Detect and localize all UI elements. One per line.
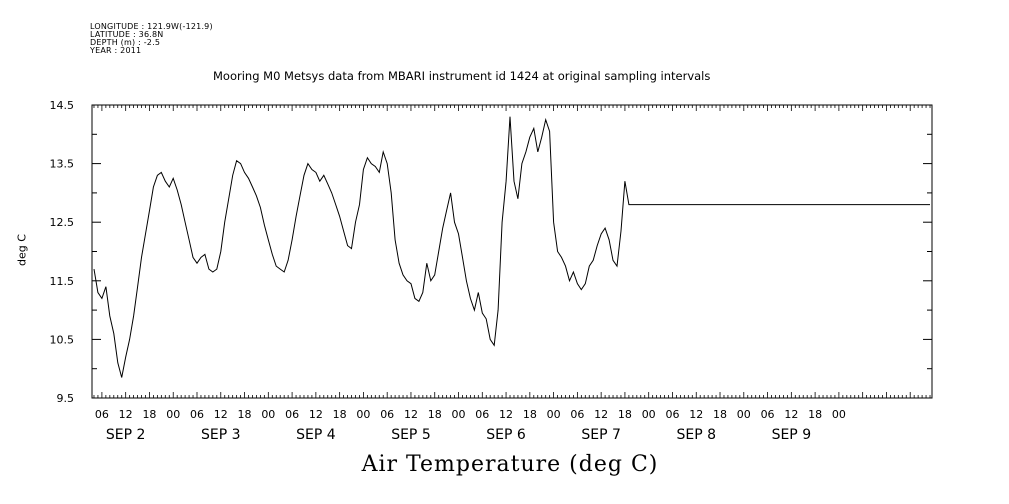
x-hour-label: 06 xyxy=(380,408,394,421)
y-tick-label: 12.5 xyxy=(50,216,75,229)
x-hour-label: 06 xyxy=(761,408,775,421)
x-day-label: SEP 8 xyxy=(676,427,716,443)
x-hour-label: 18 xyxy=(713,408,727,421)
x-axis-label: Air Temperature (deg C) xyxy=(361,452,659,477)
x-hour-label: 00 xyxy=(166,408,180,421)
x-day-label: SEP 2 xyxy=(106,427,146,443)
x-hour-label: 18 xyxy=(238,408,252,421)
x-hour-label: 06 xyxy=(570,408,584,421)
x-hour-label: 06 xyxy=(475,408,489,421)
chart-title: Mooring M0 Metsys data from MBARI instru… xyxy=(213,69,711,83)
x-hour-label: 00 xyxy=(547,408,561,421)
x-hour-label: 12 xyxy=(499,408,513,421)
x-hour-label: 18 xyxy=(142,408,156,421)
y-tick-label: 13.5 xyxy=(50,158,75,171)
x-hour-label: 00 xyxy=(261,408,275,421)
x-hour-label: 12 xyxy=(404,408,418,421)
series-line xyxy=(93,116,930,378)
x-day-label: SEP 9 xyxy=(772,427,812,443)
y-tick-label: 10.5 xyxy=(50,333,75,346)
x-day-label: SEP 3 xyxy=(201,427,241,443)
x-hour-label: 06 xyxy=(95,408,109,421)
y-tick-label: 9.5 xyxy=(57,392,75,405)
x-hour-label: 12 xyxy=(594,408,608,421)
longitude-text: LONGITUDE : 121.9W(-121.9) xyxy=(90,22,213,31)
x-hour-label: 06 xyxy=(285,408,299,421)
x-hour-label: 12 xyxy=(784,408,798,421)
x-day-label: SEP 7 xyxy=(581,427,621,443)
x-hour-label: 06 xyxy=(190,408,204,421)
x-hour-label: 00 xyxy=(737,408,751,421)
latitude-text: LATITUDE : 36.8N xyxy=(90,30,164,39)
x-hour-label: 12 xyxy=(689,408,703,421)
x-hour-label: 18 xyxy=(618,408,632,421)
x-hour-label: 12 xyxy=(214,408,228,421)
year-text: YEAR : 2011 xyxy=(90,46,142,55)
x-hour-label: 12 xyxy=(309,408,323,421)
depth-text: DEPTH (m) : -2.5 xyxy=(90,38,161,47)
x-day-label: SEP 4 xyxy=(296,427,336,443)
x-hour-label: 00 xyxy=(642,408,656,421)
x-hour-label: 18 xyxy=(333,408,347,421)
y-tick-label: 14.5 xyxy=(50,99,75,112)
y-tick-label: 11.5 xyxy=(50,275,75,288)
x-hour-label: 12 xyxy=(119,408,133,421)
x-day-label: SEP 6 xyxy=(486,427,526,443)
x-hour-label: 18 xyxy=(428,408,442,421)
x-hour-label: 06 xyxy=(665,408,679,421)
x-day-label: SEP 5 xyxy=(391,427,431,443)
x-hour-label: 00 xyxy=(356,408,370,421)
x-hour-label: 00 xyxy=(832,408,846,421)
x-hour-label: 18 xyxy=(523,408,537,421)
x-hour-label: 00 xyxy=(452,408,466,421)
x-hour-label: 18 xyxy=(808,408,822,421)
